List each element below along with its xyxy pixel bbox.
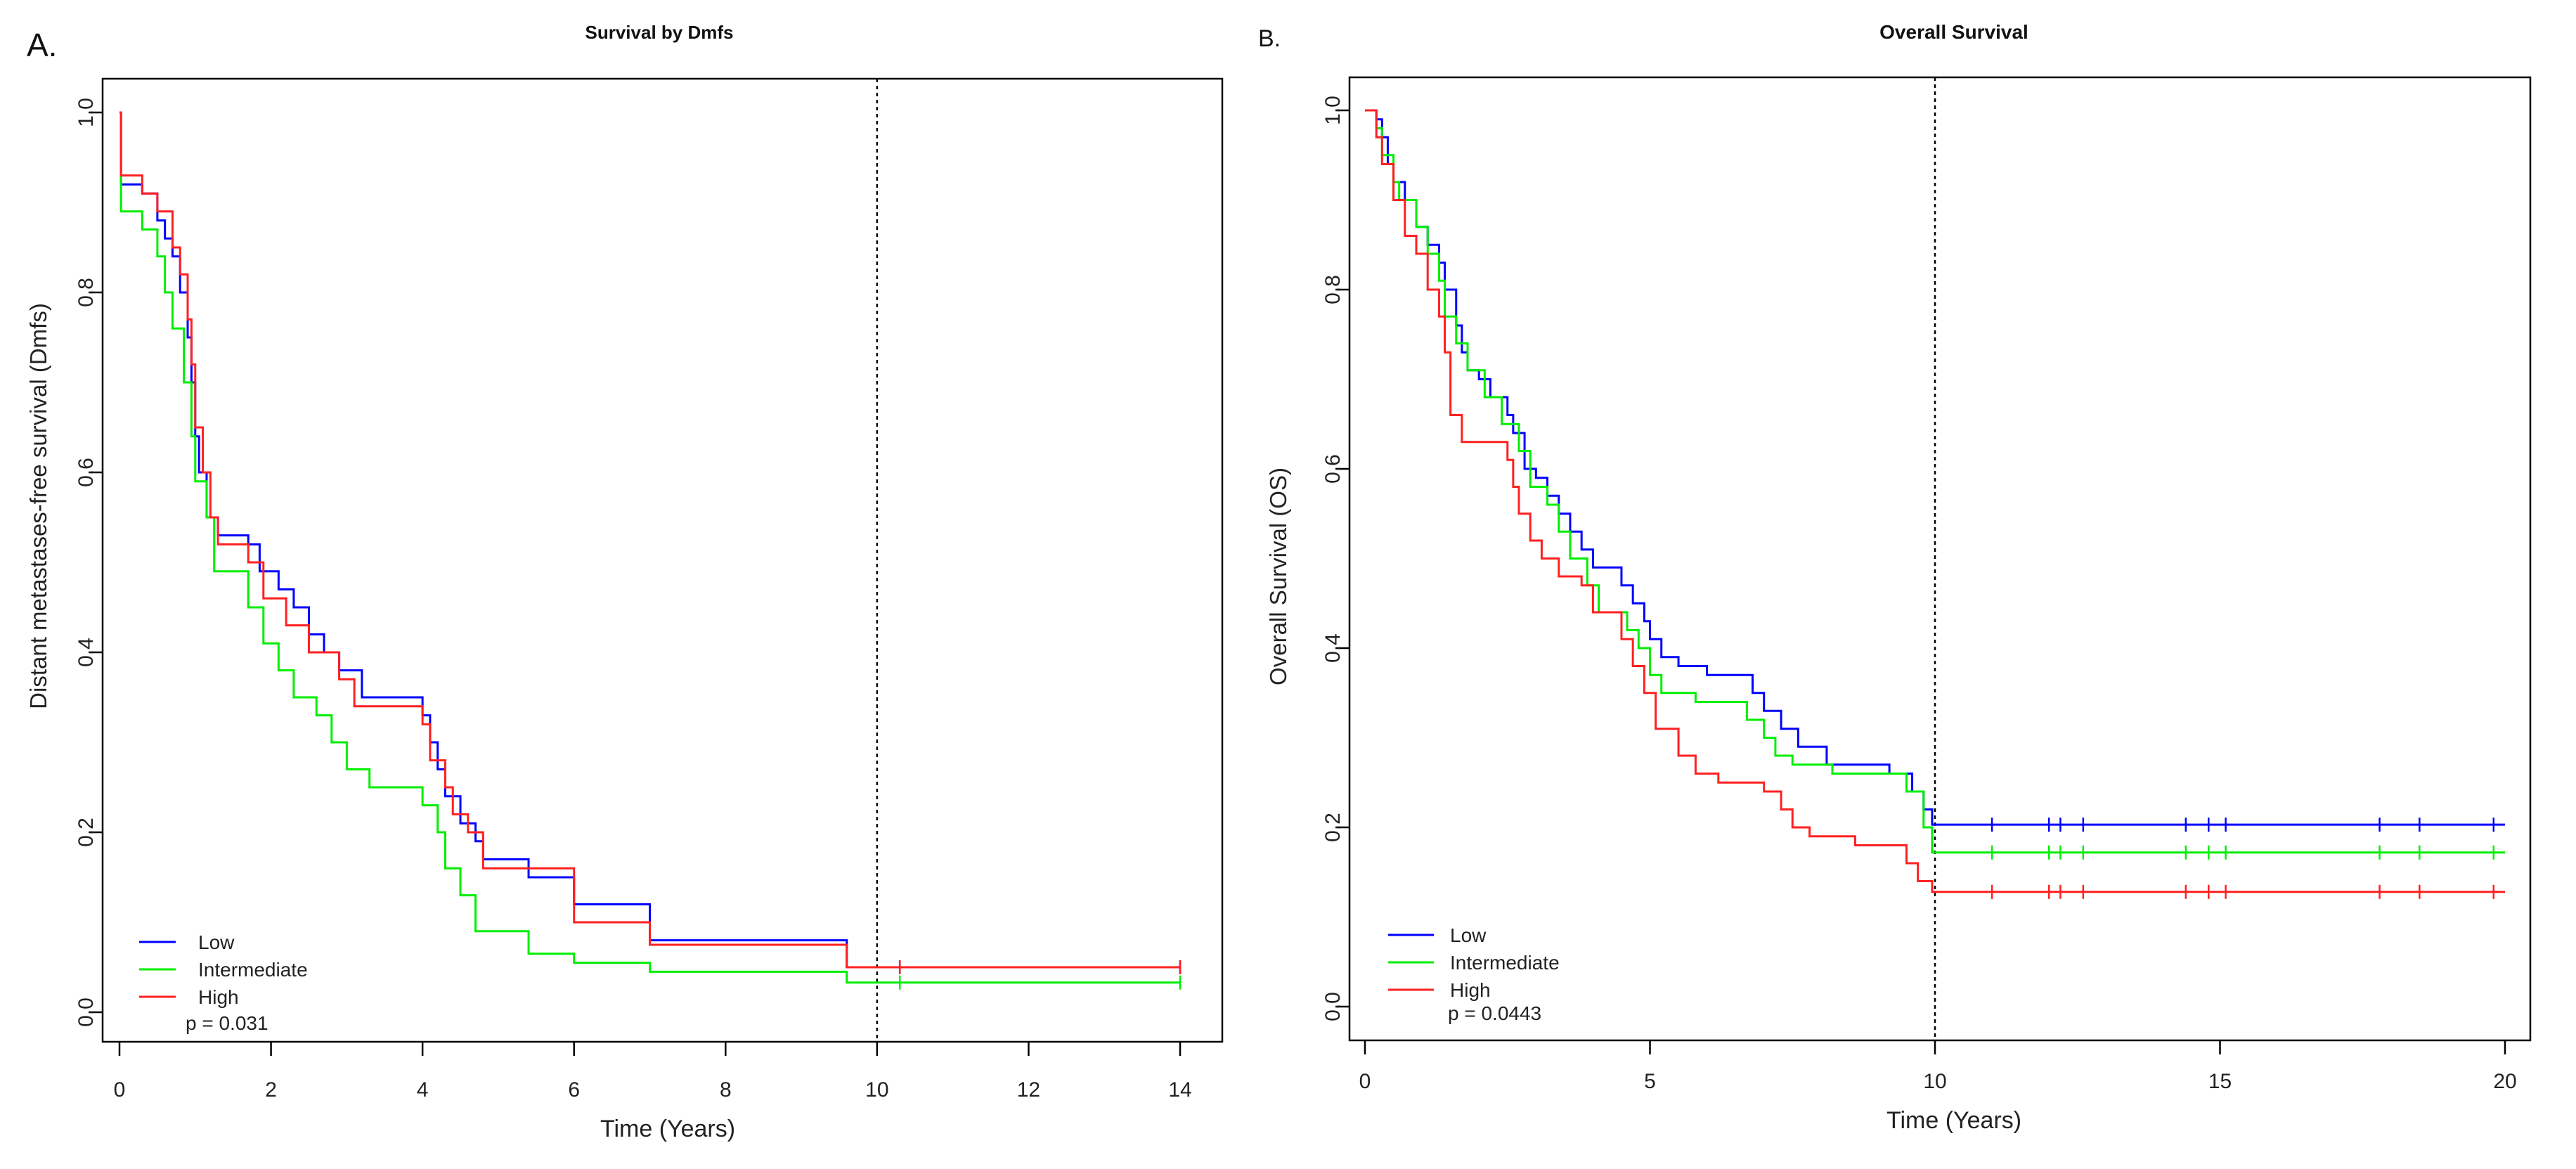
panel-b-series-group [1365,109,2505,899]
panel-a-legend-label-intermediate: Intermediate [198,959,308,981]
panel-b: B. Overall Survival Overall Survival (OS… [1258,21,2532,1134]
panel-a-x-tick-label: 6 [568,1078,580,1102]
panel-a-series-group [119,111,1182,990]
panel-b-plot-frame [1348,76,2532,1042]
panel-a-letter: A. [27,27,57,63]
panel-a-y-tick-label: 0.6 [75,458,98,487]
panel-b-x-tick-label: 5 [1644,1070,1656,1093]
panel-a-ylabel: Distant metastases-free survival (Dmfs) [25,303,51,709]
panel-a-x-tick-label: 4 [417,1078,429,1102]
panel-b-x-ticks: 0 5 10 15 20 [1359,1040,2517,1093]
panel-b-y-tick-label: 1.0 [1321,96,1345,125]
panel-b-y-tick-label: 0.4 [1321,633,1345,663]
panel-b-y-tick-label: 0.8 [1321,275,1345,304]
panel-a-xlabel: Time (Years) [600,1116,735,1142]
panel-a-series-low [119,111,1180,969]
panel-b-legend-label-high: High [1450,979,1491,1001]
panel-a-y-tick-label: 0.4 [75,638,98,667]
panel-a-y-tick-label: 1.0 [75,98,98,127]
panel-a-y-tick-label: 0.8 [75,278,98,307]
panel-a-p-value: p = 0.031 [186,1012,268,1034]
panel-a-title: Survival by Dmfs [585,22,734,43]
panel-b-title: Overall Survival [1879,21,2028,43]
panel-b-x-tick-label: 20 [2493,1070,2516,1093]
panel-b-legend: Low Intermediate High [1388,924,1560,1001]
panel-a-legend: Low Intermediate High [139,931,308,1008]
panel-b-series-high [1365,109,2505,893]
panel-a-series-high [119,111,1180,969]
panel-b-y-tick-label: 0.2 [1321,813,1345,842]
panel-a-x-ticks: 0 2 4 6 8 10 12 14 [114,1042,1192,1102]
panel-a-y-ticks: 0.0 0.2 0.4 0.6 0.8 1.0 [75,98,103,1027]
panel-a-x-tick-label: 14 [1168,1078,1191,1102]
panel-b-legend-label-low: Low [1450,924,1487,946]
panel-b-x-tick-label: 15 [2208,1070,2232,1093]
panel-a-x-tick-label: 0 [114,1078,126,1102]
panel-a-y-tick-label: 0.0 [75,997,98,1027]
panel-b-xlabel: Time (Years) [1886,1107,2021,1134]
panel-b-series-intermediate [1365,109,2505,854]
panel-a-y-tick-label: 0.2 [75,818,98,847]
panel-a-legend-label-low: Low [198,931,235,953]
panel-b-p-value: p = 0.0443 [1448,1002,1541,1024]
panel-b-ylabel: Overall Survival (OS) [1265,467,1291,685]
panel-a-plot-frame [101,77,1224,1043]
panel-a-x-tick-label: 2 [265,1078,277,1102]
panel-a-x-tick-label: 10 [865,1078,888,1102]
panel-a-x-tick-label: 8 [720,1078,732,1102]
panel-b-letter: B. [1258,25,1281,52]
panel-b-y-tick-label: 0.0 [1321,992,1345,1021]
panel-b-x-tick-label: 10 [1923,1070,1946,1093]
panel-b-legend-label-intermediate: Intermediate [1450,952,1560,974]
panel-b-y-tick-label: 0.6 [1321,454,1345,484]
panel-b-y-ticks: 0.0 0.2 0.4 0.6 0.8 1.0 [1321,96,1350,1021]
panel-a: A. Survival by Dmfs Distant metastases-f… [25,22,1224,1142]
panel-a-legend-label-high: High [198,986,239,1008]
panel-a-x-tick-label: 12 [1017,1078,1040,1102]
panel-b-x-tick-label: 0 [1359,1070,1371,1093]
panel-a-series-intermediate [119,111,1180,984]
